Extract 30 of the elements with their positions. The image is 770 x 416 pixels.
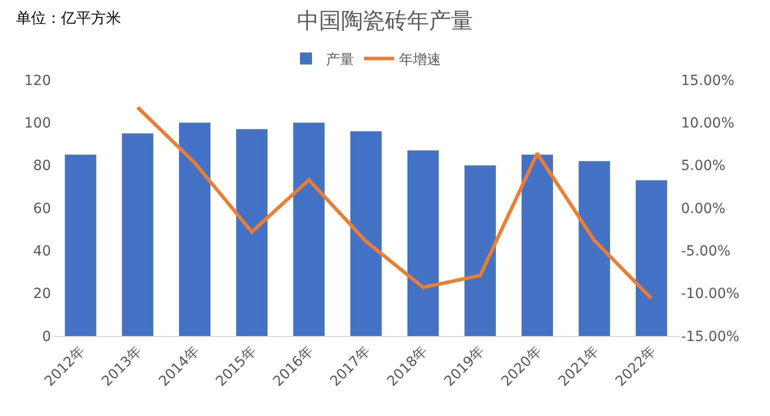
bar <box>236 129 268 336</box>
y-axis-title: 单位：亿平方米 <box>16 9 121 27</box>
bar <box>522 154 553 336</box>
y-tick-label: 80 <box>33 158 51 174</box>
y-tick-label: 60 <box>33 200 51 217</box>
legend-label: 年增速 <box>399 52 441 68</box>
y2-tick-label: -15.00% <box>681 328 740 345</box>
bar <box>179 122 210 336</box>
legend-label: 产量 <box>326 52 354 68</box>
y2-tick-label: 10.00% <box>681 116 734 132</box>
bar <box>578 161 610 336</box>
line-series <box>136 106 654 300</box>
bar <box>64 154 96 336</box>
chart-title: 中国陶瓷砖年产量 <box>297 8 473 34</box>
bar <box>293 122 325 336</box>
y2-tick-label: 15.00% <box>681 72 734 89</box>
bar <box>122 133 154 336</box>
y-tick-label: 20 <box>33 286 51 302</box>
y-tick-label: 100 <box>24 116 51 132</box>
bar <box>407 150 439 336</box>
y-tick-label: 120 <box>24 72 51 89</box>
y2-tick-label: -5.00% <box>681 244 731 260</box>
y-tick-label: 0 <box>42 328 51 345</box>
y2-tick-label: 0.00% <box>681 200 726 217</box>
bar <box>636 180 668 336</box>
bar <box>464 165 496 336</box>
y-tick-label: 40 <box>33 244 51 260</box>
bar <box>350 131 382 336</box>
y2-tick-label: 5.00% <box>681 158 726 174</box>
y2-tick-label: -10.00% <box>681 286 740 302</box>
